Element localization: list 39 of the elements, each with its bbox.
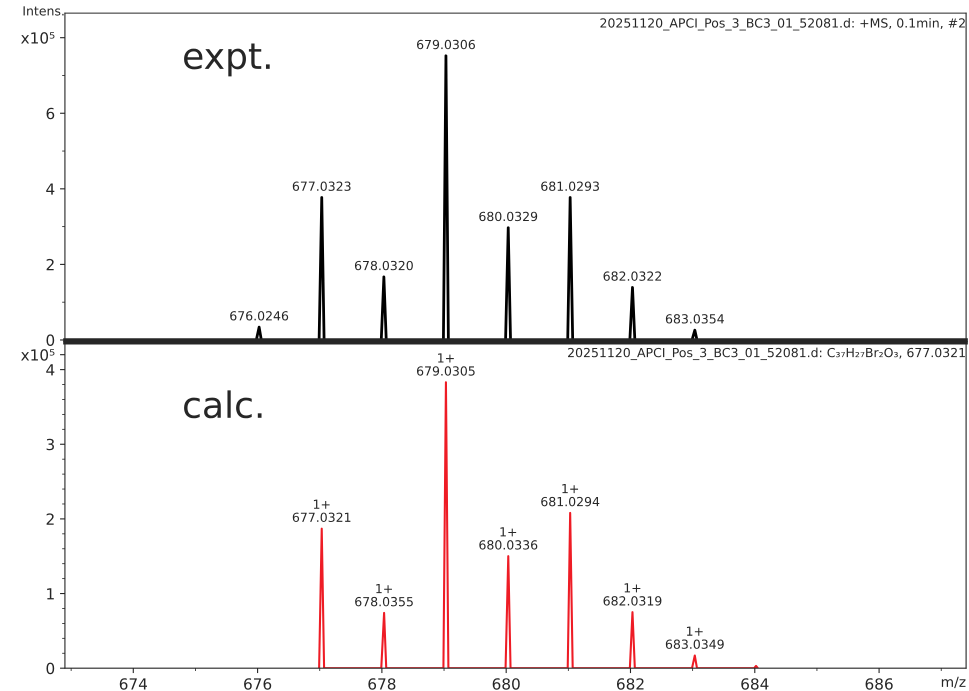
x-tick-label: 678 (368, 678, 396, 690)
annotation: 677.0323 (292, 181, 351, 191)
annotation: calc. (184, 390, 262, 418)
annotation: 679.0306 (416, 40, 475, 50)
annotation: 1+ 677.0321 (292, 500, 350, 522)
annotation: 1+ 678.0355 (355, 584, 413, 606)
x-tick-label: 674 (120, 678, 148, 690)
y-tick-label: 1 (47, 588, 54, 600)
y-tick-label: 3 (46, 438, 54, 450)
y-tick-label: 2 (46, 513, 54, 525)
y-tick-label: 0 (46, 662, 54, 674)
annotation: 1+ 680.0336 (479, 527, 538, 550)
x-tick-label: 682 (616, 678, 644, 690)
annotation: 676.0246 (230, 311, 288, 321)
annotation: 682.0322 (604, 271, 662, 281)
annotation: 681.0293 (541, 181, 599, 191)
annotation: 1+ 683.0349 (666, 626, 724, 649)
annotation: 1+ 682.0319 (604, 583, 662, 606)
annotation: 680.0329 (479, 212, 538, 222)
annotation: 1+ 681.0294 (541, 484, 600, 506)
x-tick-label: 676 (244, 678, 272, 690)
y-tick-label: 2 (46, 258, 54, 270)
y-tick-label: 4 (46, 183, 54, 195)
y-tick-label: 4 (46, 364, 54, 376)
chart-title: 20251120_APCI_Pos_3_BC3_01_52081.d: +MS, 0.1min, #2 (600, 18, 965, 30)
x-tick-label: 684 (741, 678, 769, 690)
annotation: expt. (184, 43, 270, 76)
y-tick-label: 0 (46, 334, 54, 346)
annotation: 683.0354 (666, 314, 724, 324)
y-axis-title: Intens. (24, 6, 64, 16)
y-tick-label: x10⁵ (21, 349, 54, 361)
y-tick-label: x10⁵ (21, 32, 54, 44)
x-tick-label: 686 (866, 678, 893, 690)
annotation: 1+ 679.0305 (416, 353, 475, 376)
chart-title: 20251120_APCI_Pos_3_BC3_01_52081.d: C₃₇H₂₇Br₂O₃, 677.0321 (568, 348, 965, 360)
x-tick-label: 680 (492, 678, 520, 690)
y-tick-label: 6 (46, 108, 54, 120)
annotation: 678.0320 (354, 260, 413, 270)
x-axis-title: m/z (942, 676, 966, 688)
